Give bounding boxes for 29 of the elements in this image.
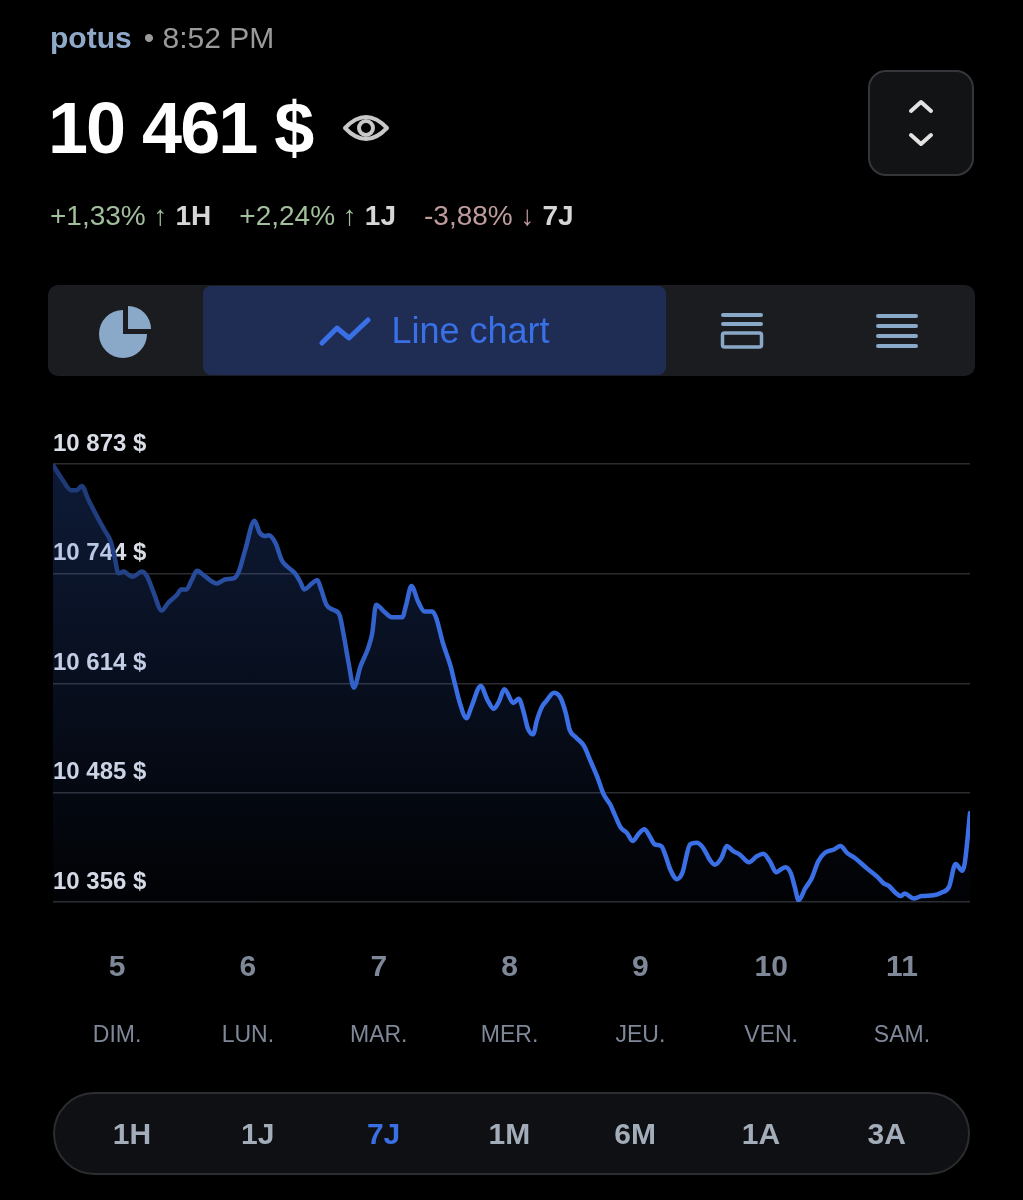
x-tick-label: 5 xyxy=(108,949,126,983)
text: -3,88% ↓ xyxy=(424,199,535,233)
text: MER. xyxy=(480,1021,539,1048)
text: +1,33% ↑ xyxy=(50,199,168,233)
x-tick-label: 6 xyxy=(239,949,257,983)
text: MAR. xyxy=(349,1021,408,1048)
text: potus xyxy=(50,20,132,56)
x-tick-label: 7 xyxy=(370,949,388,983)
range-selector: 1H 1J 7J 1M 6M 1A 3A xyxy=(53,1092,970,1175)
text: VEN. xyxy=(744,1021,799,1048)
text: +2,24% ↑ xyxy=(239,199,357,233)
text: • 8:52 PM xyxy=(143,20,275,56)
text: JEU. xyxy=(615,1021,666,1048)
y-tick-label: 10 873 $ xyxy=(53,428,148,456)
y-tick-label: 10 356 $ xyxy=(53,866,148,894)
y-tick-label: 10 485 $ xyxy=(53,757,148,785)
text: DIM. xyxy=(92,1021,142,1048)
y-tick-label: 10 614 $ xyxy=(53,648,148,676)
x-tick-label: 10 xyxy=(754,949,788,983)
text: 7J xyxy=(542,199,574,233)
text: LUN. xyxy=(221,1021,275,1048)
x-tick-label: 8 xyxy=(501,949,518,983)
text: 1J xyxy=(364,199,397,233)
selected-tab: Line chart xyxy=(203,286,666,375)
x-tick-label: 9 xyxy=(632,949,649,983)
x-tick-label: 11 xyxy=(886,949,918,983)
text: SAM. xyxy=(873,1021,931,1048)
text: 1H xyxy=(175,199,212,233)
chart-title: 10 461 $ xyxy=(48,88,313,168)
